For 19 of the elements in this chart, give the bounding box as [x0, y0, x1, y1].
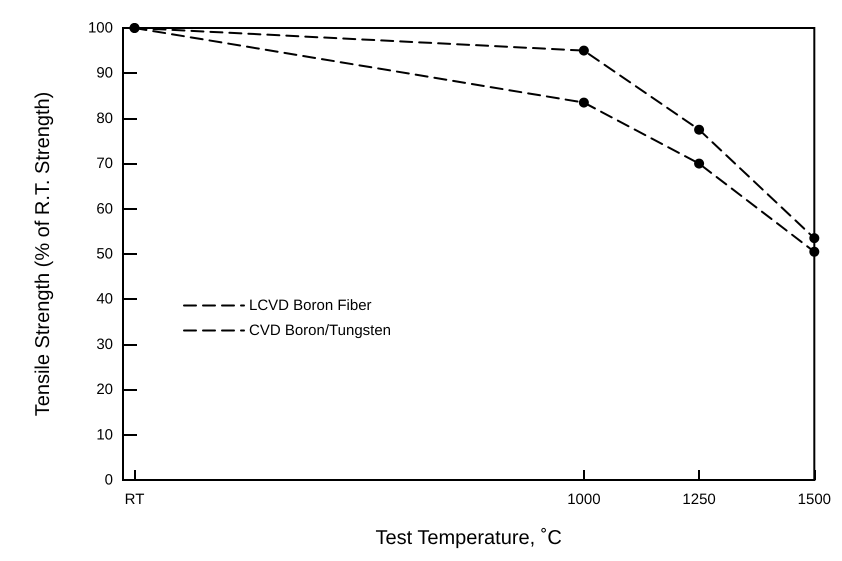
y-tick-label: 100: [88, 20, 113, 36]
y-tick-label: 0: [104, 472, 113, 488]
x-tick-label: 1250: [682, 491, 716, 508]
x-tick-label: RT: [124, 491, 144, 508]
x-tick-label: 1500: [798, 491, 832, 508]
y-tick-label: 10: [96, 426, 113, 444]
y-tick-label: 40: [96, 290, 113, 308]
y-tick-label: 60: [96, 200, 113, 218]
y-tick-label: 20: [96, 381, 113, 398]
x-axis-title: Test Temperature, ˚C: [375, 527, 562, 549]
legend-label: LCVD Boron Fiber: [249, 297, 372, 314]
y-tick-label: 70: [96, 155, 113, 172]
y-axis-title: Tensile Strength (% of R.T. Strength): [32, 92, 54, 416]
x-tick-label: 1000: [567, 491, 601, 508]
y-tick-label: 90: [96, 64, 113, 82]
y-tick-label: 30: [96, 336, 113, 353]
legend-label: CVD Boron/Tungsten: [249, 322, 392, 339]
y-tick-label: 80: [96, 110, 113, 127]
y-tick-label: 50: [96, 246, 113, 262]
